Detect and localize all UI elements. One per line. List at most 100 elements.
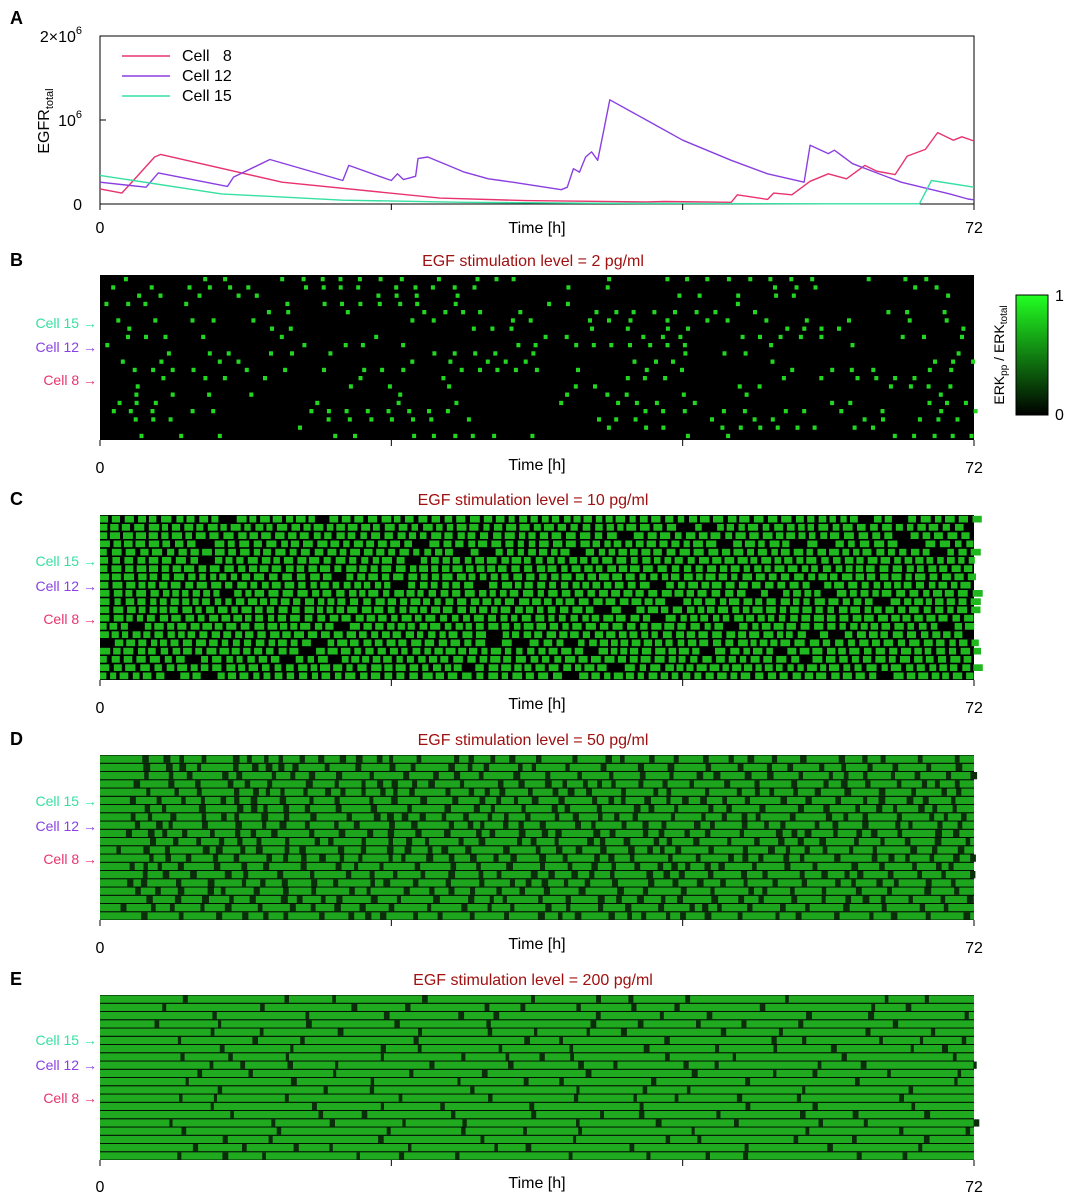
erk-pulse [538,647,546,655]
erk-pulse [864,598,873,605]
erk-pulse [957,606,968,614]
erk-pulse [838,647,846,655]
erk-dip [404,846,412,854]
erk-pulse [722,664,729,671]
erk-pulse [463,614,470,622]
erk-dip [518,829,526,838]
erk-pulse [784,557,793,564]
erk-pulse [415,301,420,307]
erk-pulse [125,590,133,597]
erk-dip [742,854,749,862]
erk-pulse [857,631,866,638]
erk-pulse [631,310,636,315]
erk-dip [173,838,179,846]
erk-dip [888,854,895,862]
erk-pulse [315,400,320,406]
erk-dip [878,796,886,805]
erk-pulse [429,656,437,663]
erk-pulse [197,614,205,622]
erk-dip [605,755,612,763]
erk-dip [488,1094,493,1102]
erk-pulse [387,623,395,630]
erk-pulse [831,672,840,680]
erk-dip [283,813,290,821]
erk-pulse [359,590,366,597]
erk-pulse [290,623,298,630]
erk-pulse [968,557,975,564]
erk-pulse [537,590,544,597]
erk-pulse [583,515,592,523]
erk-pulse [317,614,326,622]
erk-dip [252,1036,258,1045]
erk-dip [280,895,288,904]
erk-pulse [783,590,790,597]
erk-pulse [109,532,120,539]
erk-dip [642,821,649,829]
erk-dip [503,846,510,854]
erk-pulse [318,656,328,663]
erk-pulse [332,581,340,589]
erk-pulse [432,351,437,356]
erk-dip [219,1045,225,1053]
erk-dip [284,995,289,1003]
erk-pulse [523,557,531,564]
erk-pulse [126,639,135,647]
erk-pulse [202,548,212,556]
erk-pulse [548,590,558,597]
erk-pulse [685,277,690,282]
erk-dip [790,887,795,895]
erk-dip [663,871,671,879]
erk-dip [296,895,303,904]
erk-pulse [746,614,755,622]
erk-pulse [766,606,776,614]
erk-pulse [942,310,947,315]
erk-pulse [401,647,408,655]
erk-dip [817,1061,822,1069]
erk-pulse [161,573,170,581]
erk-dip [157,862,162,871]
erk-pulse [271,581,281,589]
row-label-cell-12: Cell 12 → [36,818,97,834]
erk-pulse [829,515,836,523]
erk-pulse [539,532,549,539]
erk-pulse [113,590,123,597]
erk-pulse [411,417,415,422]
erk-dip [134,821,141,829]
erk-pulse [502,631,510,638]
erk-dip [887,871,894,879]
row-label-cell-12: Cell 12 → [36,1057,97,1073]
erk-pulse [666,581,674,589]
heatmap [100,995,980,1160]
erk-dip [639,1102,644,1111]
erk-pulse [126,581,136,589]
erk-pulse [654,639,663,647]
erk-pulse [431,532,442,539]
erk-dip [241,862,248,871]
erk-pulse [653,548,662,556]
erk-pulse [698,631,708,638]
erk-pulse [100,631,109,638]
erk-dip [834,854,841,862]
erk-pulse [476,631,486,638]
erk-pulse [665,277,670,282]
erk-pulse [928,581,936,589]
erk-dip [523,1078,529,1086]
erk-dip [567,788,575,796]
erk-pulse [184,524,194,531]
erk-pulse [628,343,632,348]
erk-dip [521,805,526,813]
erk-dip [800,755,807,763]
erk-dip [280,788,285,796]
erk-dip [752,862,757,871]
erk-pulse [376,293,381,298]
panel-title: EGF stimulation level = 200 pg/ml [413,972,653,989]
erk-dip [292,763,299,772]
erk-dip [383,879,391,887]
erk-dip [236,772,243,780]
erk-pulse [725,318,730,323]
erk-pulse [755,573,765,581]
erk-dip [631,1003,637,1012]
erk-pulse [737,557,748,564]
erk-dip [855,1078,860,1086]
erk-dip [176,879,182,887]
